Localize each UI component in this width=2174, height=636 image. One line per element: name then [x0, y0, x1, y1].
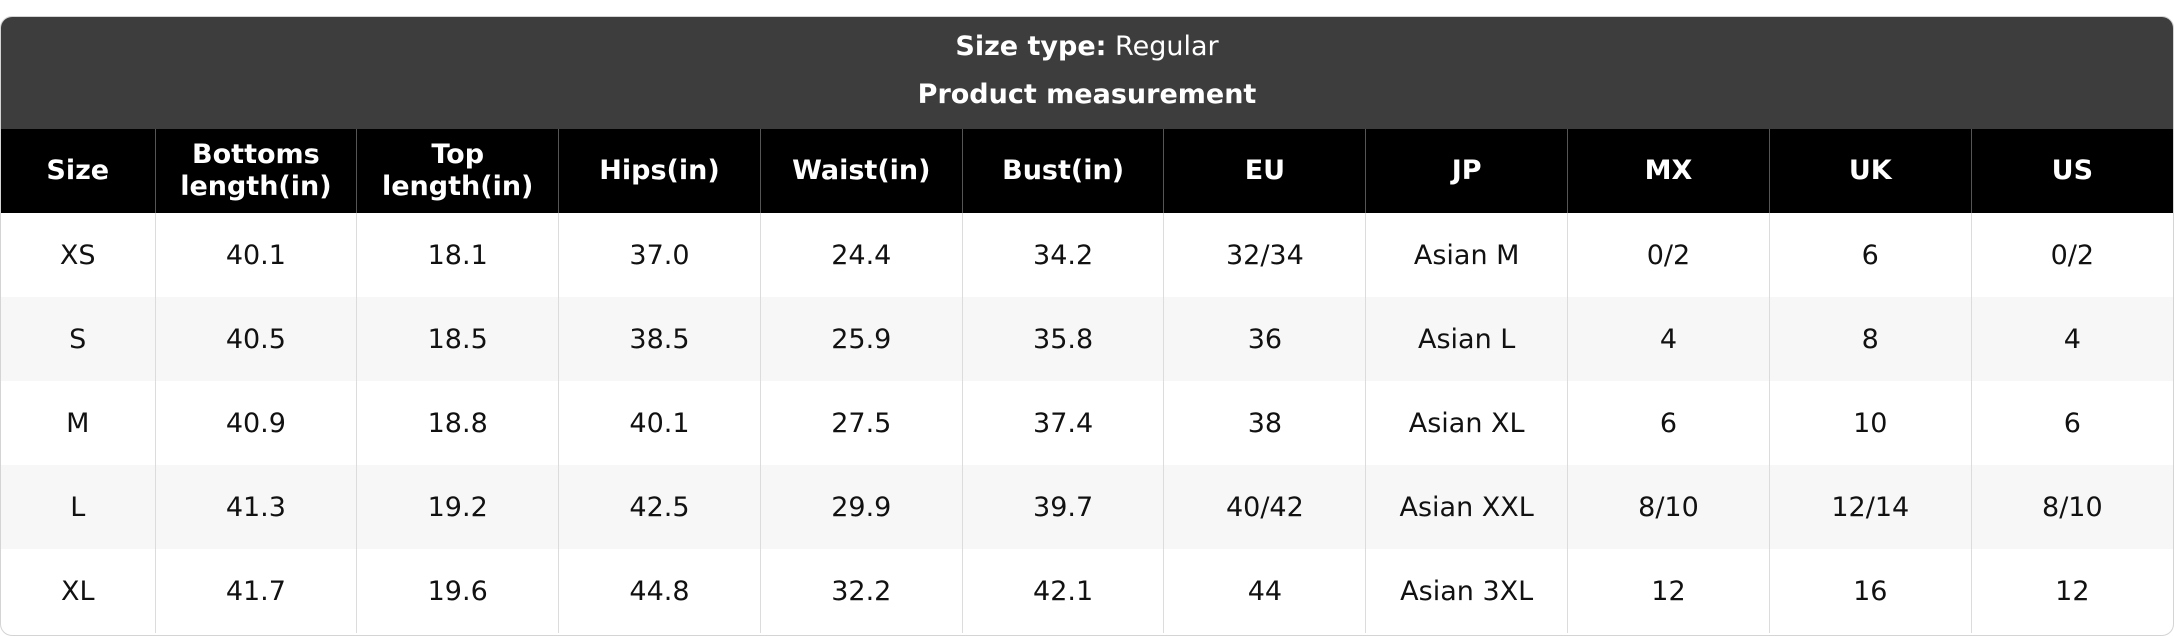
table-cell: XL — [60, 575, 95, 607]
column-header: UK — [1768, 129, 1972, 213]
size-type-value: Regular — [1115, 31, 1219, 62]
table-cell: 6 — [1768, 213, 1972, 297]
table-cell: 40.1 — [154, 213, 357, 297]
table-cell: 8/10 — [1567, 465, 1770, 549]
table-cell: Asian XL — [1365, 381, 1568, 465]
table-cell: 19.2 — [356, 465, 559, 549]
table-row: M 40.9 18.8 40.1 27.5 37.4 38 Asian XL 6 10 6 — [1, 381, 2173, 465]
table-cell: 40.1 — [558, 381, 761, 465]
table-cell: L — [1, 465, 155, 549]
table-cell: 10 — [1768, 381, 1972, 465]
table-cell: 24.4 — [759, 213, 963, 297]
subtitle: Product measurement — [917, 79, 1257, 110]
size-type-label: Size type: — [955, 31, 1107, 62]
table-row: XS 40.1 18.1 37.0 24.4 34.2 32/34 Asian M 0/2 6 0/… — [1, 213, 2173, 297]
table-cell: 18.5 — [356, 297, 559, 381]
column-header: Bust(in) — [961, 129, 1164, 213]
column-header: Bottoms length(in) — [154, 129, 357, 213]
table-cell: 12 — [1970, 549, 2173, 633]
table-cell: 18.1 — [356, 213, 559, 297]
table-cell: Asian XXL — [1365, 465, 1568, 549]
table-cell: 12/14 — [1768, 465, 1972, 549]
table-cell: 37.0 — [558, 213, 761, 297]
table-cell: 32.2 — [759, 549, 963, 633]
table-cell: Asian M — [1365, 213, 1568, 297]
header-row: Size Bottoms length(in) Top length(in) Hips… — [1, 129, 2173, 213]
table-cell: Asian L — [1365, 297, 1568, 381]
column-header: EU — [1163, 129, 1366, 213]
table-cell: 16 — [1768, 549, 1972, 633]
table-cell: 44.8 — [558, 549, 761, 633]
table-cell: 0/2 — [1567, 213, 1770, 297]
table-cell: 40/42 — [1163, 465, 1366, 549]
table-cell: 42.5 — [558, 465, 761, 549]
table-cell: 44 — [1163, 549, 1366, 633]
table-row: L 41.3 19.2 42.5 29.9 39.7 40/42 Asian XXL 8/10 1… — [1, 465, 2173, 549]
column-header: Hips(in) — [558, 129, 761, 213]
table-cell: 29.9 — [759, 465, 963, 549]
table-cell: 6 — [1567, 381, 1770, 465]
table-cell: 41.7 — [154, 549, 357, 633]
table-cell: 8 — [1768, 297, 1972, 381]
size-type: Size type: Regular — [1, 17, 2173, 67]
table-cell: 41.3 — [154, 465, 357, 549]
table-cell: 8/10 — [1970, 465, 2173, 549]
table-cell: 38 — [1163, 381, 1366, 465]
table-cell: M — [66, 407, 90, 439]
table-cell: 0/2 — [1970, 213, 2173, 297]
table-header: Size type: Regular Product measurement — [1, 17, 2173, 129]
column-header: Size — [1, 129, 155, 213]
table-cell: 40.5 — [154, 297, 357, 381]
column-header: JP — [1365, 129, 1568, 213]
table-cell: Asian 3XL — [1365, 549, 1568, 633]
table-cell: 35.8 — [961, 297, 1164, 381]
table-row: XL 41.7 19.6 44.8 32.2 42.1 44 Asian 3XL 12 16 12 — [1, 549, 2173, 633]
table-cell: 18.8 — [356, 381, 559, 465]
table-cell: 36 — [1163, 297, 1366, 381]
table-cell: 19.6 — [356, 549, 559, 633]
table-cell: 32/34 — [1163, 213, 1366, 297]
table-cell: 42.1 — [961, 549, 1164, 633]
table-cell: 4 — [1567, 297, 1770, 381]
table-cell: S — [1, 297, 155, 381]
column-header: US — [1970, 129, 2173, 213]
measurement-table: Size Bottoms length(in) Top length(in) Hips… — [1, 129, 2173, 633]
column-header: MX — [1567, 129, 1770, 213]
column-header: Top length(in) — [356, 129, 559, 213]
table-cell: 38.5 — [558, 297, 761, 381]
column-header: Waist(in) — [759, 129, 963, 213]
table-cell: 34.2 — [961, 213, 1164, 297]
table-cell: 27.5 — [759, 381, 963, 465]
table-cell: 12 — [1567, 549, 1770, 633]
table-cell: 6 — [1970, 381, 2173, 465]
table-cell: 40.9 — [154, 381, 357, 465]
size-chart: Size type: Regular Product measurement S… — [0, 16, 2174, 636]
table-cell: 37.4 — [961, 381, 1164, 465]
table-cell: 39.7 — [961, 465, 1164, 549]
table-cell: 25.9 — [759, 297, 963, 381]
table-cell: XS — [59, 239, 96, 271]
table-cell: 4 — [1970, 297, 2173, 381]
